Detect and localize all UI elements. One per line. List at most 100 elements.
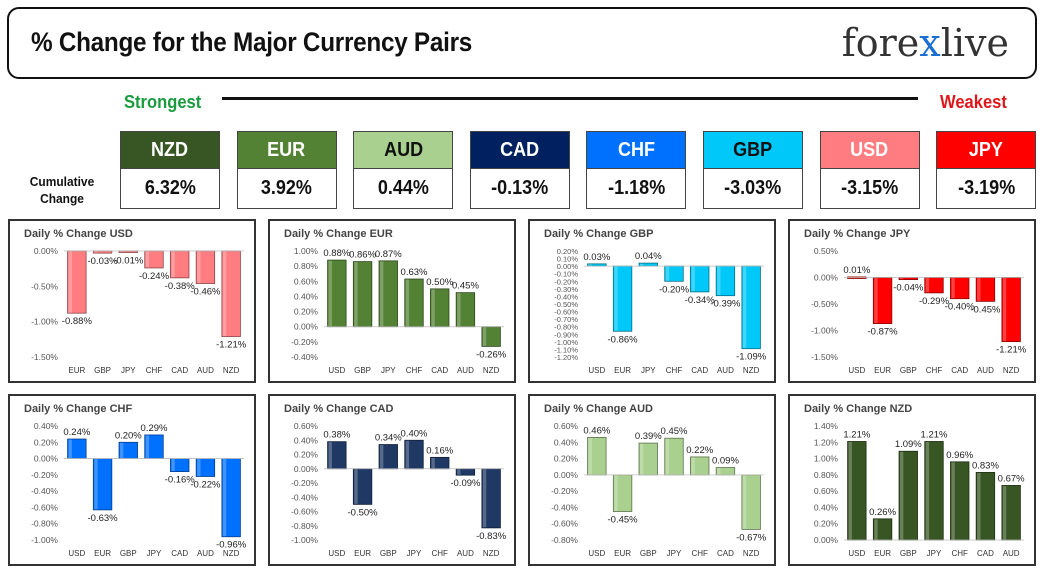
data-label: 0.20% <box>115 430 142 441</box>
cumulative-value-text: -3.15% <box>841 177 899 199</box>
x-tick-label: EUR <box>614 549 631 558</box>
x-tick-label: NZD <box>483 549 500 558</box>
x-tick-label: CAD <box>431 366 448 375</box>
bar-highlight <box>742 475 747 529</box>
y-tick-label: -0.70% <box>554 315 578 324</box>
x-tick-label: EUR <box>68 366 85 375</box>
y-tick-label: -0.20% <box>291 478 318 488</box>
data-label: 0.03% <box>583 252 610 263</box>
currency-code: CHF <box>586 131 687 169</box>
y-tick-label: 0.60% <box>294 421 319 431</box>
bar-highlight <box>354 469 358 504</box>
x-tick-label: GBP <box>380 549 397 558</box>
bar-highlight <box>717 266 721 296</box>
x-tick-label: JPY <box>381 366 396 375</box>
y-tick-label: -0.50% <box>31 281 58 291</box>
bar-highlight <box>900 451 904 540</box>
currency-code-text: CHF <box>617 138 655 161</box>
y-tick-label: -0.60% <box>31 502 58 512</box>
currency-tile-eur: EUR 3.92% <box>236 131 337 209</box>
data-label: 1.09% <box>895 439 922 450</box>
data-label: -0.46% <box>190 287 221 298</box>
y-tick-label: -0.60% <box>554 308 578 317</box>
data-label: -0.01% <box>113 256 144 267</box>
x-tick-label: JPY <box>407 549 422 558</box>
bar-highlight <box>951 462 955 540</box>
y-tick-label: 0.40% <box>554 437 579 447</box>
data-label: -1.21% <box>216 340 247 351</box>
data-label: -0.96% <box>216 540 247 551</box>
y-tick-label: -0.40% <box>291 352 318 362</box>
y-tick-label: -0.80% <box>551 535 578 545</box>
logo-text-a: fore <box>841 21 920 65</box>
data-label: 1.21% <box>921 429 948 440</box>
chart-panel-chf: Daily % Change CHF 0.40% 0.20% 0.00% -0.20% -… <box>8 394 256 566</box>
x-tick-label: AUD <box>197 366 214 375</box>
data-label: 0.45% <box>661 426 688 437</box>
x-tick-label: JPY <box>147 549 162 558</box>
currency-code: JPY <box>936 131 1037 169</box>
logo-x-icon: x <box>919 21 941 65</box>
weakest-label: Weakest <box>940 92 1007 112</box>
currency-code: EUR <box>236 131 337 169</box>
data-label: -1.21% <box>996 345 1027 356</box>
y-tick-label: -0.40% <box>31 486 58 496</box>
bar-highlight <box>222 459 227 537</box>
x-tick-label: AUD <box>457 366 474 375</box>
data-label: -0.45% <box>608 515 639 526</box>
x-tick-label: CHF <box>926 366 943 375</box>
data-label: 0.63% <box>401 267 428 278</box>
x-tick-label: JPY <box>121 366 136 375</box>
y-tick-label: 0.40% <box>34 421 59 431</box>
data-label: -0.88% <box>62 316 93 327</box>
y-tick-label: -0.20% <box>551 486 578 496</box>
y-tick-label: -0.40% <box>551 502 578 512</box>
y-tick-label: 1.00% <box>814 454 839 464</box>
bar-highlight <box>665 266 670 281</box>
x-tick-label: GBP <box>640 549 657 558</box>
x-tick-label: USD <box>328 549 345 558</box>
cumulative-change-label: Cumulative Change <box>25 173 99 207</box>
cumulative-value: -1.18% <box>586 169 687 209</box>
data-label: 0.01% <box>843 265 870 276</box>
x-tick-label: CAD <box>977 549 994 558</box>
chart-usd: Daily % Change USD 0.00% -0.50% -1.00% -1.50… <box>24 228 247 375</box>
data-label: 0.50% <box>426 277 453 288</box>
data-label: 0.45% <box>452 281 479 292</box>
cumulative-value-text: 0.44% <box>377 177 429 199</box>
chart-eur: Daily % Change EUR 1.00% 0.80% 0.60% 0.40% 0.… <box>284 228 507 375</box>
bar-highlight <box>171 251 175 278</box>
y-tick-label: -0.80% <box>31 519 58 529</box>
cumulative-value: -3.19% <box>936 169 1037 209</box>
x-tick-label: GBP <box>900 366 917 375</box>
bar-highlight <box>691 457 695 475</box>
currency-tile-usd: USD -3.15% <box>819 131 920 209</box>
x-tick-label: EUR <box>614 366 631 375</box>
x-tick-label: CAD <box>171 366 188 375</box>
strongest-label: Strongest <box>124 92 202 112</box>
x-tick-label: NZD <box>223 549 240 558</box>
x-tick-label: USD <box>848 549 865 558</box>
bar-highlight <box>742 266 747 349</box>
bar-highlight <box>691 266 695 292</box>
x-tick-label: EUR <box>874 549 891 558</box>
page-title: % Change for the Major Currency Pairs <box>31 27 473 57</box>
logo-text-b: live <box>940 21 1009 65</box>
currency-tile-cad: CAD -0.13% <box>469 131 570 209</box>
y-tick-label: 0.00% <box>554 470 579 480</box>
y-tick-label: -0.90% <box>554 330 578 339</box>
data-label: -0.29% <box>919 296 950 307</box>
y-tick-label: 0.10% <box>557 255 579 264</box>
data-label: 0.40% <box>401 428 428 439</box>
y-tick-label: 0.60% <box>294 276 319 286</box>
data-label: -0.87% <box>868 327 899 338</box>
data-label: -0.45% <box>970 304 1001 315</box>
data-label: -0.63% <box>88 513 119 524</box>
chart-title: Daily % Change USD <box>24 228 133 240</box>
currency-code: USD <box>819 131 920 169</box>
data-label: 0.83% <box>972 460 999 471</box>
y-tick-label: 0.20% <box>554 454 579 464</box>
data-label: -0.34% <box>685 295 716 306</box>
currency-code-text: EUR <box>267 138 306 161</box>
chart-title: Daily % Change NZD <box>804 403 912 415</box>
